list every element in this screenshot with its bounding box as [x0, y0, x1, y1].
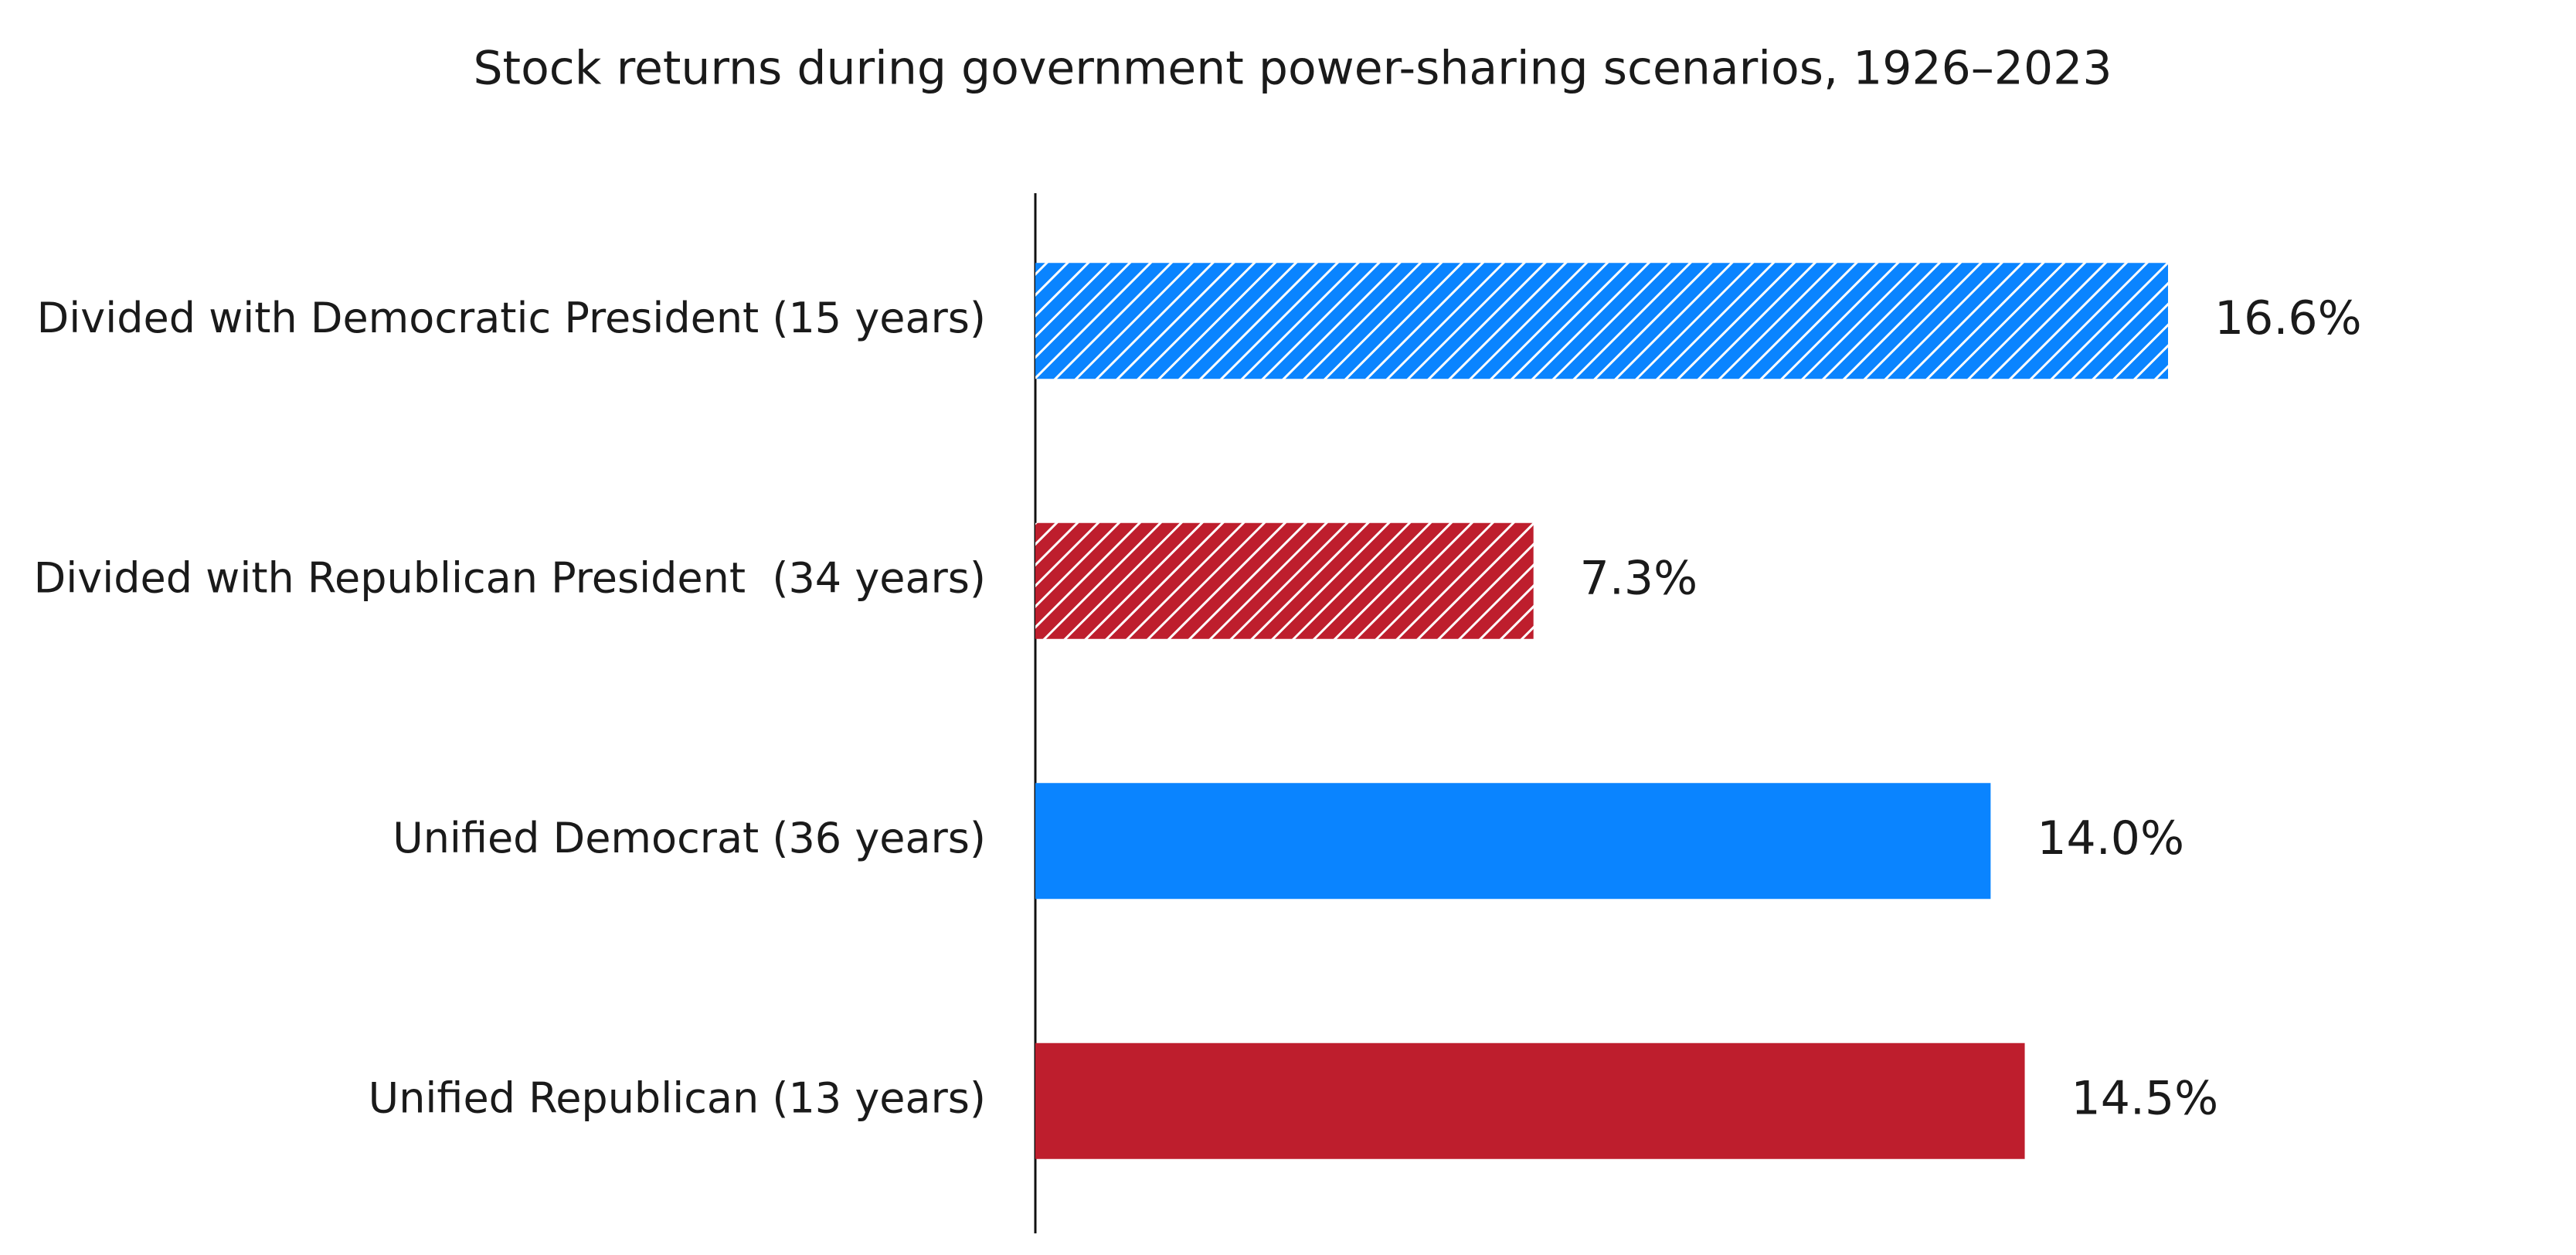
value-label: 14.5%: [2071, 1071, 2219, 1125]
bar: [1035, 522, 1534, 639]
value-label: 14.0%: [2037, 811, 2184, 866]
category-label: Divided with Democratic President (15 ye…: [37, 294, 986, 342]
category-label: Unified Republican (13 years): [369, 1073, 986, 1122]
bar: [1035, 1042, 2025, 1159]
chart-title: Stock returns during government power-sh…: [473, 42, 2112, 96]
value-label: 7.3%: [1580, 551, 1698, 605]
bar: [1035, 263, 2168, 379]
category-label: Unified Democrat (36 years): [393, 814, 986, 862]
bar: [1035, 783, 1991, 900]
category-label: Divided with Republican President (34 ye…: [34, 553, 986, 602]
value-label: 16.6%: [2214, 291, 2362, 345]
